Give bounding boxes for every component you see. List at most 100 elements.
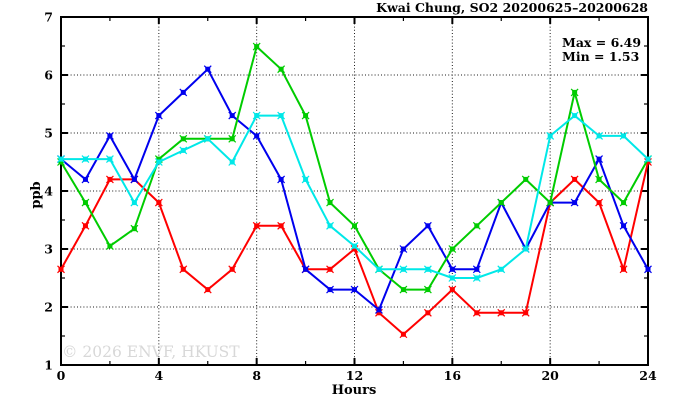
data-point-marker: [596, 200, 602, 206]
data-point-marker: [278, 176, 284, 182]
data-point-marker: [205, 287, 211, 293]
x-tick-label: 16: [444, 368, 462, 383]
data-point-marker: [352, 243, 357, 249]
max-annotation: Max = 6.49: [562, 35, 641, 50]
x-tick-label: 8: [252, 368, 261, 383]
data-point-marker: [425, 266, 431, 272]
data-point-marker: [131, 226, 137, 232]
data-point-marker: [376, 307, 382, 313]
data-point-marker: [621, 200, 627, 206]
data-point-marker: [596, 176, 602, 182]
data-point-marker: [58, 159, 64, 165]
data-point-marker: [645, 159, 651, 165]
data-point-marker: [229, 266, 235, 272]
data-point-marker: [156, 113, 162, 119]
data-point-marker: [180, 147, 186, 153]
data-point-marker: [547, 200, 553, 206]
x-tick-label: 12: [346, 368, 363, 383]
data-point-marker: [572, 89, 578, 95]
data-point-marker: [254, 223, 260, 229]
data-point-marker: [449, 246, 455, 252]
data-point-marker: [474, 223, 480, 229]
data-point-marker: [572, 200, 578, 206]
data-point-marker: [474, 266, 480, 272]
data-point-marker: [523, 310, 529, 316]
data-point-marker: [107, 176, 113, 182]
data-point-marker: [327, 287, 333, 293]
data-point-marker: [352, 246, 357, 252]
y-tick-label: 7: [44, 10, 53, 25]
data-point-marker: [278, 113, 284, 119]
data-point-marker: [352, 287, 357, 293]
data-point-marker: [645, 266, 651, 272]
data-point-marker: [425, 287, 431, 293]
data-point-marker: [523, 246, 529, 252]
series-green: [57, 42, 652, 294]
data-point-marker: [82, 176, 88, 182]
y-axis-label: ppb: [29, 181, 44, 208]
data-point-marker: [400, 266, 406, 272]
data-point-marker: [254, 133, 260, 139]
y-tick-label: 5: [44, 126, 53, 141]
data-point-marker: [156, 156, 162, 162]
data-point-marker: [180, 136, 186, 142]
data-point-marker: [498, 266, 504, 272]
chart-title: Kwai Chung, SO2 20200625–20200628: [376, 0, 648, 15]
data-point-marker: [596, 133, 602, 139]
y-tick-label: 6: [44, 68, 53, 83]
data-point-marker: [449, 287, 455, 293]
x-tick-label: 0: [57, 368, 66, 383]
data-point-marker: [621, 223, 627, 229]
data-point-marker: [547, 133, 553, 139]
data-point-marker: [572, 176, 578, 182]
data-point-marker: [229, 136, 235, 142]
data-point-marker: [205, 66, 211, 72]
data-point-marker: [621, 266, 627, 272]
x-tick-label: 4: [154, 368, 163, 383]
data-point-marker: [400, 246, 406, 252]
data-point-marker: [131, 176, 137, 182]
data-point-marker: [107, 133, 113, 139]
y-tick-label: 3: [44, 242, 53, 257]
data-point-marker: [180, 89, 186, 95]
data-point-marker: [572, 113, 578, 119]
y-tick-label: 4: [44, 184, 53, 199]
data-point-marker: [621, 133, 627, 139]
data-point-marker: [449, 266, 455, 272]
data-point-marker: [205, 136, 211, 142]
data-point-marker: [303, 266, 309, 272]
x-axis-label: Hours: [332, 383, 377, 398]
data-point-marker: [327, 200, 333, 206]
data-point-marker: [156, 159, 162, 165]
x-tick-label: 20: [541, 368, 559, 383]
data-point-marker: [523, 176, 529, 182]
data-point-marker: [400, 287, 406, 293]
data-point-marker: [278, 223, 284, 229]
data-point-marker: [498, 200, 504, 206]
data-point-marker: [107, 243, 113, 249]
data-point-marker: [254, 113, 260, 119]
data-point-marker: [400, 331, 406, 337]
data-point-marker: [58, 266, 64, 272]
watermark: © 2026 ENVF, HKUST: [62, 343, 240, 361]
data-point-marker: [82, 223, 88, 229]
data-point-marker: [498, 310, 504, 316]
min-annotation: Min = 1.53: [562, 49, 639, 64]
data-point-marker: [278, 66, 284, 72]
y-tick-label: 1: [44, 358, 53, 373]
data-point-marker: [352, 223, 357, 229]
series-cyan: [57, 111, 652, 282]
data-point-marker: [229, 113, 235, 119]
x-tick-label: 24: [639, 368, 657, 383]
data-point-marker: [180, 266, 186, 272]
data-point-marker: [425, 223, 431, 229]
data-point-marker: [645, 156, 651, 162]
data-point-marker: [156, 200, 162, 206]
data-point-marker: [254, 44, 260, 50]
data-point-marker: [474, 310, 480, 316]
data-point-marker: [376, 266, 382, 272]
data-point-marker: [229, 159, 235, 165]
